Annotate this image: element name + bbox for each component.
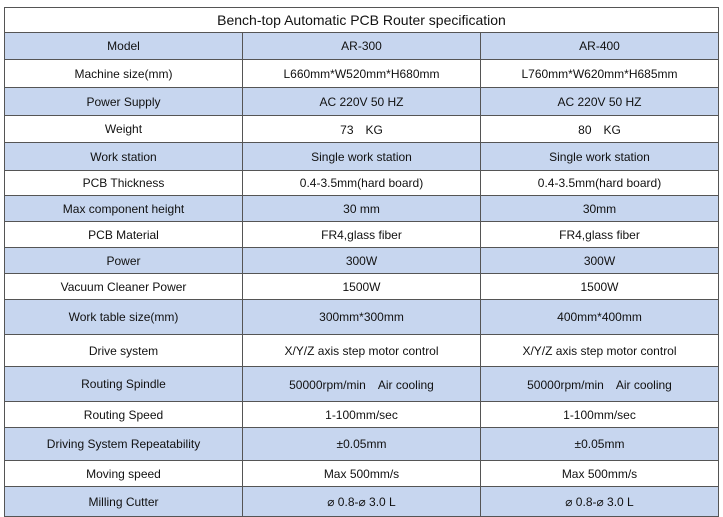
ar-400-value: AC 220V 50 HZ [480,87,719,116]
row-label: Driving System Repeatability [4,427,243,461]
table-row: Work station Single work station Single wo… [4,142,719,171]
row-label: Work table size(mm) [4,299,243,335]
ar-300-value: 0.4-3.5mm(hard board) [242,170,481,196]
ar-300-value: AC 220V 50 HZ [242,87,481,116]
ar-300-value: FR4,glass fiber [242,221,481,248]
row-label: Weight [4,115,243,143]
ar-300-value: L660mm*W520mm*H680mm [242,59,481,88]
ar-400-value: Max 500mm/s [480,460,719,487]
ar-400-value: ⌀ 0.8-⌀ 3.0 L [480,486,719,517]
ar-300-value: 300W [242,247,481,274]
ar-300-value: Single work station [242,142,481,171]
ar-300-value: 1500W [242,273,481,300]
table-row: Routing Speed 1-100mm/sec 1-100mm/sec [4,401,719,428]
row-label: Drive system [4,334,243,367]
ar-400-value: ±0.05mm [480,427,719,461]
table-row: Milling Cutter ⌀ 0.8-⌀ 3.0 L ⌀ 0.8-⌀ 3.0 L [4,486,719,517]
row-label: Machine size(mm) [4,59,243,88]
table-row: PCB Material FR4,glass fiber FR4,glass fib… [4,221,719,248]
table-row: Weight 73 KG 80 KG [4,115,719,143]
ar-300-value: 73 KG [242,115,481,143]
row-label: Routing Speed [4,401,243,428]
ar-400-value: 30mm [480,195,719,222]
table-row: Model AR-300 AR-400 [4,32,719,60]
ar-300-value: 30 mm [242,195,481,222]
ar-300-value: X/Y/Z axis step motor control [242,334,481,367]
ar-300-value: 300mm*300mm [242,299,481,335]
table-row: PCB Thickness 0.4-3.5mm(hard board) 0.4-3.… [4,170,719,196]
ar-300-value: ⌀ 0.8-⌀ 3.0 L [242,486,481,517]
table-row: Power 300W 300W [4,247,719,274]
ar-400-value: 0.4-3.5mm(hard board) [480,170,719,196]
row-label: Moving speed [4,460,243,487]
ar-400-value: 1500W [480,273,719,300]
row-label: Work station [4,142,243,171]
table-row: Machine size(mm) L660mm*W520mm*H680mm L760… [4,59,719,88]
ar-300-value: 50000rpm/min Air cooling [242,366,481,402]
table-row: Routing Spindle 50000rpm/min Air cooling 5… [4,366,719,402]
row-label: Milling Cutter [4,486,243,517]
ar-300-value: ±0.05mm [242,427,481,461]
row-label: Max component height [4,195,243,222]
ar-400-value: 300W [480,247,719,274]
table-title: Bench-top Automatic PCB Router specifica… [4,7,719,33]
ar-400-value: FR4,glass fiber [480,221,719,248]
ar-300-value: Max 500mm/s [242,460,481,487]
row-label: Routing Spindle [4,366,243,402]
ar-300-value: 1-100mm/sec [242,401,481,428]
spec-table-container: Bench-top Automatic PCB Router specifica… [4,7,719,517]
table-row: Moving speed Max 500mm/s Max 500mm/s [4,460,719,487]
row-label: PCB Thickness [4,170,243,196]
row-label: Vacuum Cleaner Power [4,273,243,300]
row-label: PCB Material [4,221,243,248]
ar-400-value: X/Y/Z axis step motor control [480,334,719,367]
table-row: Power Supply AC 220V 50 HZ AC 220V 50 HZ [4,87,719,116]
title-row: Bench-top Automatic PCB Router specifica… [4,7,719,33]
table-row: Work table size(mm) 300mm*300mm 400mm*400m… [4,299,719,335]
table-row: Max component height 30 mm 30mm [4,195,719,222]
ar-400-value: L760mm*W620mm*H685mm [480,59,719,88]
ar-400-value: 50000rpm/min Air cooling [480,366,719,402]
row-label: Power [4,247,243,274]
ar-400-value: Single work station [480,142,719,171]
table-row: Driving System Repeatability ±0.05mm ±0.05… [4,427,719,461]
row-label: Power Supply [4,87,243,116]
ar-400-value: 80 KG [480,115,719,143]
table-row: Vacuum Cleaner Power 1500W 1500W [4,273,719,300]
table-row: Drive system X/Y/Z axis step motor contro… [4,334,719,367]
spec-table: Bench-top Automatic PCB Router specifica… [4,7,719,517]
ar-300-value: AR-300 [242,32,481,60]
ar-400-value: 400mm*400mm [480,299,719,335]
ar-400-value: AR-400 [480,32,719,60]
row-label: Model [4,32,243,60]
ar-400-value: 1-100mm/sec [480,401,719,428]
